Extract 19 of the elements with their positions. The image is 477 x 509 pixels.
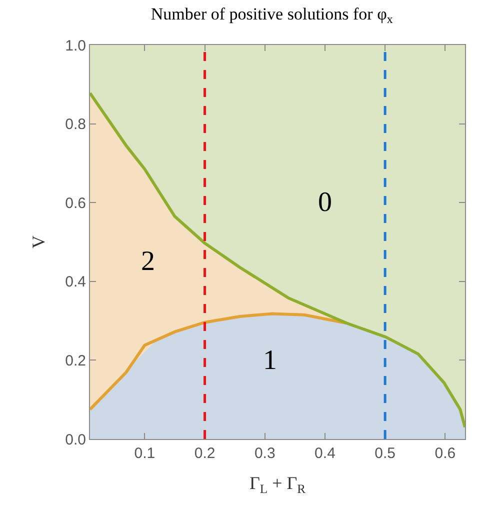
y-tick-label: 0.6	[65, 194, 86, 212]
annotation: 0	[318, 187, 332, 218]
y-tick-label: 1.0	[65, 37, 86, 54]
y-tick-label: 0.0	[65, 431, 86, 448]
x-tick-label: 0.5	[374, 445, 396, 462]
x-tick-label: 0.1	[134, 445, 156, 462]
x-tick-label: 0.3	[254, 445, 276, 462]
y-tick-label: 0.2	[65, 352, 86, 370]
y-tick-label: 0.8	[65, 116, 86, 134]
line-series	[90, 312, 348, 411]
chart-title: Number of positive solutions for φ$_{x}$	[150, 4, 393, 26]
y-tick-label: 0.4	[65, 274, 86, 291]
x-tick-label: 0.6	[434, 445, 456, 462]
x-tick-label: 0.4	[314, 445, 336, 462]
y-axis-title: V	[28, 236, 48, 248]
x-tick-label: 0.2	[194, 445, 216, 462]
x-axis-title: Γ$_{L}$ + Γ$_{R}$	[249, 473, 306, 496]
annotation: 2	[141, 246, 155, 277]
annotation: 1	[263, 345, 277, 376]
